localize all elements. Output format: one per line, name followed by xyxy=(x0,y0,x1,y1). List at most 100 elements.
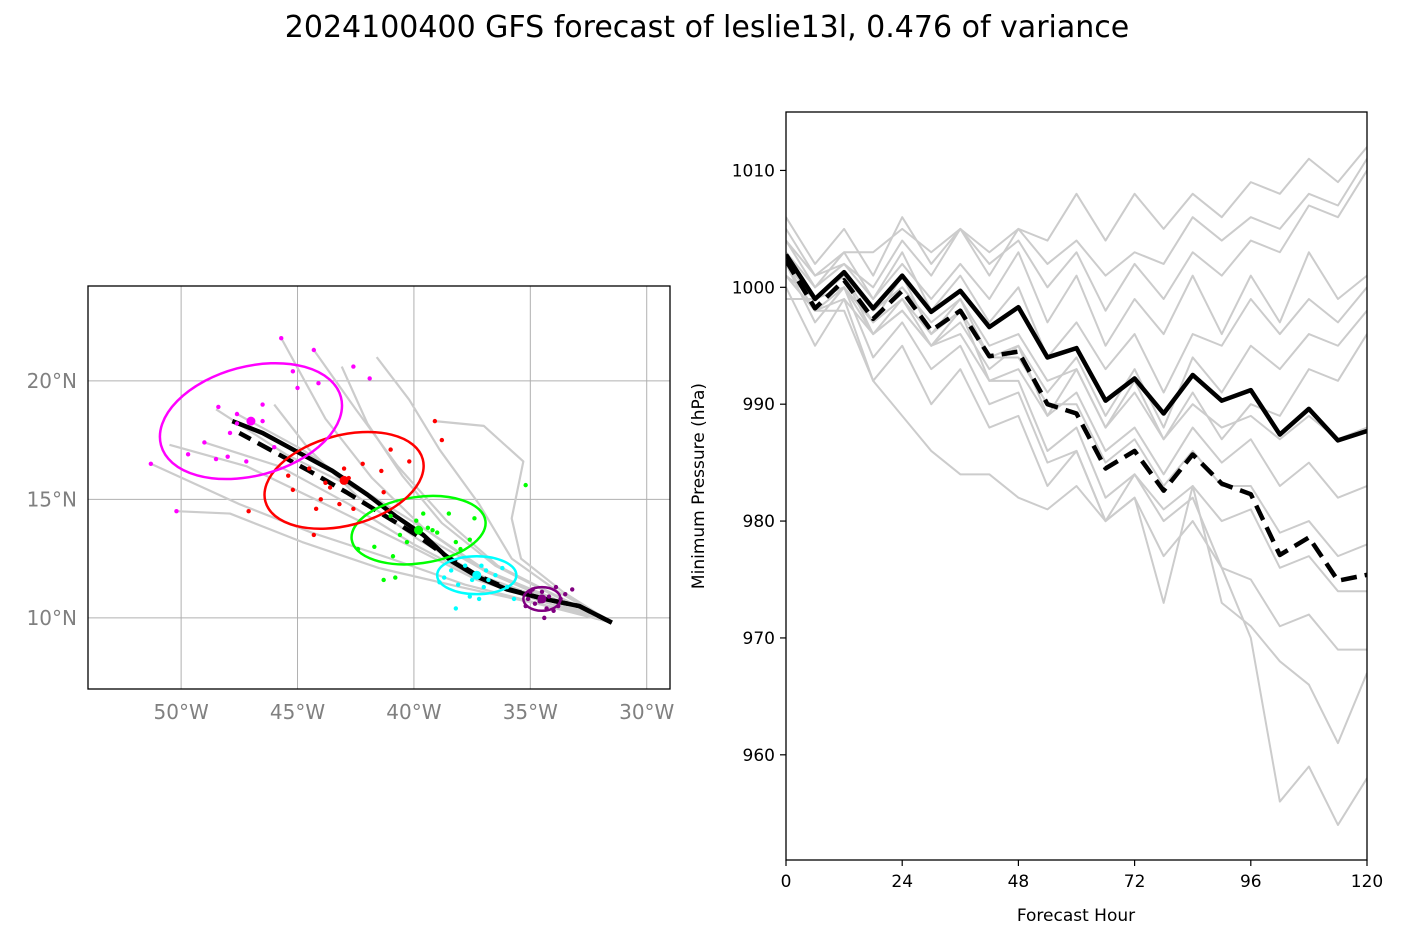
pressure-y-tick-label: 980 xyxy=(743,512,775,532)
map-position-point xyxy=(469,577,475,583)
map-position-point xyxy=(185,452,191,457)
map-uncertainty-ellipses xyxy=(158,361,562,613)
map-position-point xyxy=(318,497,323,502)
map-position-point xyxy=(472,516,477,521)
pressure-y-tick-label: 1010 xyxy=(732,161,775,181)
map-position-point xyxy=(479,563,484,568)
pressure-ensemble-line xyxy=(786,286,1367,745)
map-position-point xyxy=(381,577,386,583)
map-position-point xyxy=(260,418,265,424)
map-position-point xyxy=(453,539,459,545)
pressure-solid-mean-line xyxy=(786,253,1367,443)
map-position-point xyxy=(148,461,154,466)
map-position-point xyxy=(279,335,284,341)
pressure-x-tick-label: 0 xyxy=(781,872,792,892)
map-position-point xyxy=(290,369,296,374)
map-position-point xyxy=(246,509,251,514)
pressure-ensemble-line xyxy=(786,251,1367,394)
map-position-point xyxy=(388,447,393,452)
pressure-x-tick-label: 120 xyxy=(1351,872,1383,892)
map-position-point xyxy=(397,532,403,538)
map-position-point xyxy=(213,456,219,462)
map-ensemble-track xyxy=(340,366,613,624)
map-ensemble-track xyxy=(176,510,613,624)
pressure-x-axis-label: Forecast Hour xyxy=(1017,906,1135,926)
map-position-point xyxy=(532,601,538,606)
map-position-point xyxy=(523,482,528,488)
map-position-point xyxy=(234,421,240,426)
pressure-ensemble-line xyxy=(786,263,1367,499)
map-position-point xyxy=(351,506,356,512)
map-position-point xyxy=(367,376,372,381)
map-position-point xyxy=(327,485,333,490)
map-position-point xyxy=(493,573,498,578)
map-y-tick-label: 10°N xyxy=(27,606,77,630)
map-position-point xyxy=(306,466,312,471)
map-position-point xyxy=(448,568,454,573)
map-position-point xyxy=(174,509,179,514)
map-ensemble-track xyxy=(434,420,613,624)
map-ellipse-center xyxy=(537,594,547,604)
pressure-x-tick-label: 72 xyxy=(1124,872,1146,892)
map-x-tick-label: 30°W xyxy=(619,700,674,724)
map-frame xyxy=(87,285,671,690)
pressure-mean-lines xyxy=(786,253,1367,583)
map-solid-mean-track xyxy=(231,419,613,625)
map-position-point xyxy=(225,454,230,459)
map-position-point xyxy=(553,584,559,590)
map-position-point xyxy=(388,513,393,519)
pressure-ticks: 0 24 48 72 96 120 960 970 980 990 1000 1010 xyxy=(732,161,1383,892)
map-position-point xyxy=(404,539,410,545)
map-position-point xyxy=(351,364,356,369)
map-position-point xyxy=(439,437,445,443)
map-position-point xyxy=(542,615,547,621)
map-position-point xyxy=(467,537,472,542)
pressure-ensemble-line xyxy=(786,274,1367,558)
pressure-ensemble-lines xyxy=(786,146,1367,826)
map-position-point xyxy=(393,575,398,580)
map-position-point xyxy=(272,445,277,450)
map-tick-labels: 50°W 45°W 40°W 35°W 30°W 10°N 15°N 20°N xyxy=(27,369,675,724)
map-uncertainty-ellipse xyxy=(158,361,344,481)
pressure-ensemble-line xyxy=(786,240,1367,347)
map-position-point xyxy=(227,430,233,436)
map-position-point xyxy=(421,511,426,516)
map-x-tick-label: 40°W xyxy=(386,700,441,724)
map-uncertainty-ellipse xyxy=(263,430,425,530)
map-position-point xyxy=(295,385,300,391)
map-position-point xyxy=(563,591,568,597)
map-position-point xyxy=(372,544,377,549)
map-position-point xyxy=(539,589,545,595)
map-position-point xyxy=(432,418,438,424)
pressure-y-tick-label: 1000 xyxy=(732,278,775,298)
map-mean-tracks xyxy=(231,419,613,625)
map-position-point xyxy=(486,577,491,583)
map-position-point xyxy=(455,582,461,587)
map-position-point xyxy=(441,575,447,580)
map-y-tick-label: 20°N xyxy=(27,369,77,393)
map-position-points xyxy=(148,335,575,621)
map-position-point xyxy=(500,565,505,571)
track-map-panel: 50°W 45°W 40°W 35°W 30°W 10°N 15°N 20°N xyxy=(27,285,675,724)
map-x-tick-label: 35°W xyxy=(503,700,558,724)
map-ellipse-center xyxy=(246,416,256,426)
pressure-panel: 0 24 48 72 96 120 960 970 980 990 1000 1010 Forecas… xyxy=(689,111,1383,926)
map-uncertainty-ellipse xyxy=(350,494,487,566)
map-position-point xyxy=(467,594,472,599)
map-uncertainty-ellipse xyxy=(522,585,562,613)
map-position-point xyxy=(323,480,328,485)
map-y-tick-label: 15°N xyxy=(27,487,77,511)
map-position-point xyxy=(381,490,386,495)
map-position-point xyxy=(290,487,296,493)
map-position-point xyxy=(316,380,321,386)
map-position-point xyxy=(453,606,459,611)
map-position-point xyxy=(337,501,342,507)
pressure-x-tick-label: 48 xyxy=(1008,872,1030,892)
map-position-point xyxy=(311,532,317,538)
map-position-point xyxy=(313,506,319,512)
pressure-ensemble-line xyxy=(786,274,1367,826)
map-position-point xyxy=(462,563,468,568)
map-position-point xyxy=(525,596,531,602)
map-uncertainty-ellipse xyxy=(435,554,518,596)
map-position-point xyxy=(311,347,317,353)
